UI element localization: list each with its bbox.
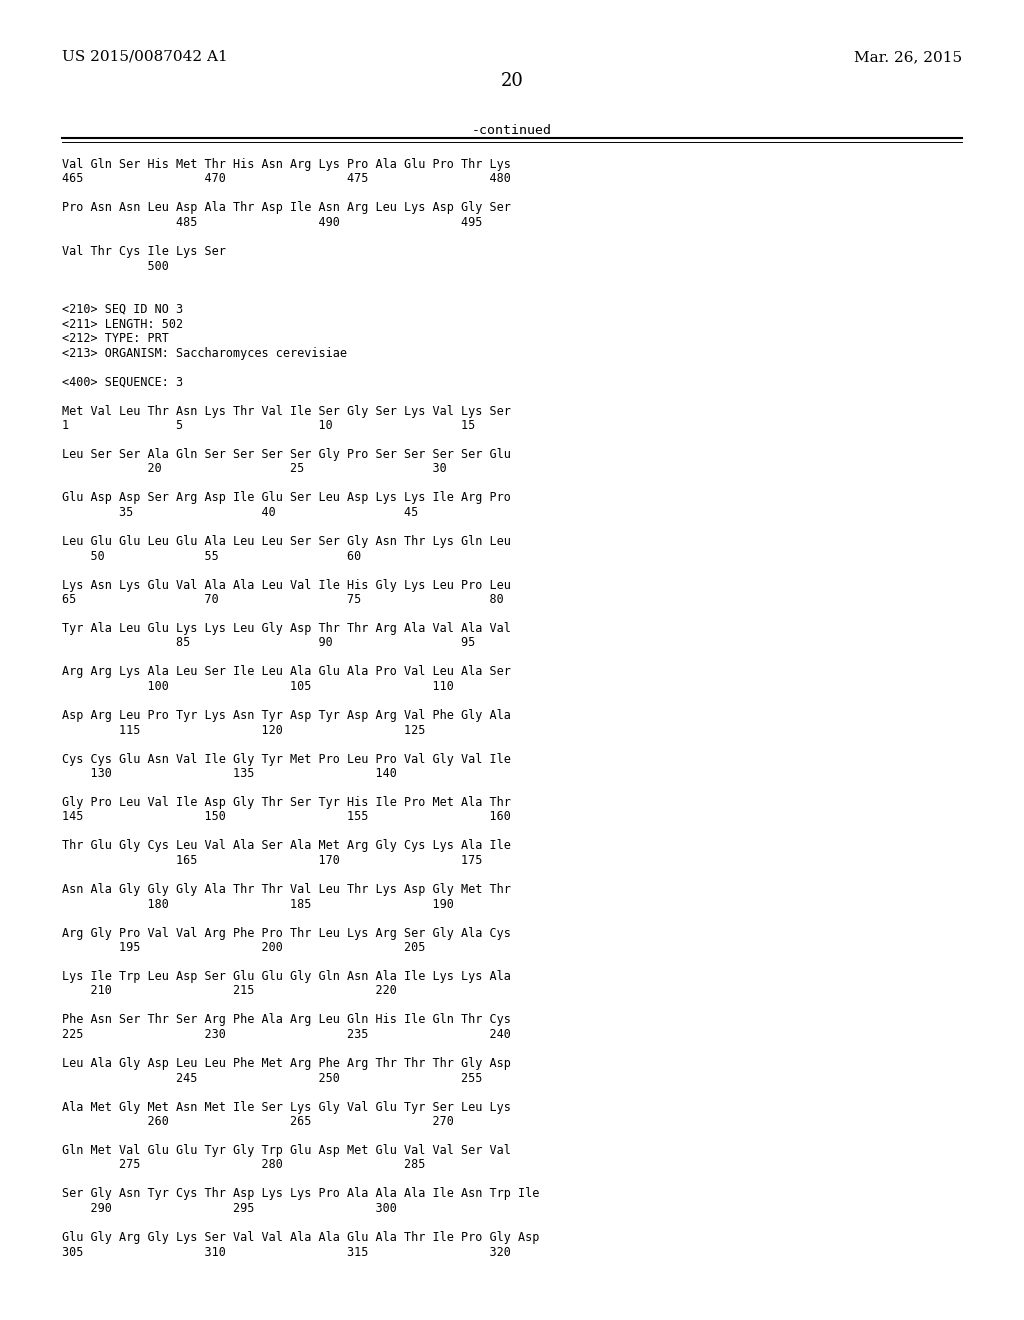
Text: Leu Ala Gly Asp Leu Leu Phe Met Arg Phe Arg Thr Thr Thr Gly Asp: Leu Ala Gly Asp Leu Leu Phe Met Arg Phe … bbox=[62, 1057, 511, 1071]
Text: Cys Cys Glu Asn Val Ile Gly Tyr Met Pro Leu Pro Val Gly Val Ile: Cys Cys Glu Asn Val Ile Gly Tyr Met Pro … bbox=[62, 752, 511, 766]
Text: 210                 215                 220: 210 215 220 bbox=[62, 985, 397, 998]
Text: Lys Ile Trp Leu Asp Ser Glu Glu Gly Gln Asn Ala Ile Lys Lys Ala: Lys Ile Trp Leu Asp Ser Glu Glu Gly Gln … bbox=[62, 970, 511, 983]
Text: <400> SEQUENCE: 3: <400> SEQUENCE: 3 bbox=[62, 375, 183, 388]
Text: 65                  70                  75                  80: 65 70 75 80 bbox=[62, 593, 504, 606]
Text: 130                 135                 140: 130 135 140 bbox=[62, 767, 397, 780]
Text: 275                 280                 285: 275 280 285 bbox=[62, 1159, 425, 1172]
Text: Pro Asn Asn Leu Asp Ala Thr Asp Ile Asn Arg Leu Lys Asp Gly Ser: Pro Asn Asn Leu Asp Ala Thr Asp Ile Asn … bbox=[62, 202, 511, 214]
Text: Met Val Leu Thr Asn Lys Thr Val Ile Ser Gly Ser Lys Val Lys Ser: Met Val Leu Thr Asn Lys Thr Val Ile Ser … bbox=[62, 404, 511, 417]
Text: 225                 230                 235                 240: 225 230 235 240 bbox=[62, 1028, 511, 1041]
Text: 1               5                   10                  15: 1 5 10 15 bbox=[62, 418, 475, 432]
Text: Lys Asn Lys Glu Val Ala Ala Leu Val Ile His Gly Lys Leu Pro Leu: Lys Asn Lys Glu Val Ala Ala Leu Val Ile … bbox=[62, 578, 511, 591]
Text: 180                 185                 190: 180 185 190 bbox=[62, 898, 454, 911]
Text: Asn Ala Gly Gly Gly Ala Thr Thr Val Leu Thr Lys Asp Gly Met Thr: Asn Ala Gly Gly Gly Ala Thr Thr Val Leu … bbox=[62, 883, 511, 896]
Text: US 2015/0087042 A1: US 2015/0087042 A1 bbox=[62, 50, 227, 63]
Text: Gly Pro Leu Val Ile Asp Gly Thr Ser Tyr His Ile Pro Met Ala Thr: Gly Pro Leu Val Ile Asp Gly Thr Ser Tyr … bbox=[62, 796, 511, 809]
Text: Arg Arg Lys Ala Leu Ser Ile Leu Ala Glu Ala Pro Val Leu Ala Ser: Arg Arg Lys Ala Leu Ser Ile Leu Ala Glu … bbox=[62, 665, 511, 678]
Text: 145                 150                 155                 160: 145 150 155 160 bbox=[62, 810, 511, 824]
Text: 100                 105                 110: 100 105 110 bbox=[62, 680, 454, 693]
Text: Glu Asp Asp Ser Arg Asp Ile Glu Ser Leu Asp Lys Lys Ile Arg Pro: Glu Asp Asp Ser Arg Asp Ile Glu Ser Leu … bbox=[62, 491, 511, 504]
Text: Val Thr Cys Ile Lys Ser: Val Thr Cys Ile Lys Ser bbox=[62, 246, 226, 257]
Text: Ser Gly Asn Tyr Cys Thr Asp Lys Lys Pro Ala Ala Ala Ile Asn Trp Ile: Ser Gly Asn Tyr Cys Thr Asp Lys Lys Pro … bbox=[62, 1188, 540, 1200]
Text: <211> LENGTH: 502: <211> LENGTH: 502 bbox=[62, 318, 183, 330]
Text: Ala Met Gly Met Asn Met Ile Ser Lys Gly Val Glu Tyr Ser Leu Lys: Ala Met Gly Met Asn Met Ile Ser Lys Gly … bbox=[62, 1101, 511, 1114]
Text: Mar. 26, 2015: Mar. 26, 2015 bbox=[854, 50, 962, 63]
Text: 245                 250                 255: 245 250 255 bbox=[62, 1072, 482, 1085]
Text: Thr Glu Gly Cys Leu Val Ala Ser Ala Met Arg Gly Cys Lys Ala Ile: Thr Glu Gly Cys Leu Val Ala Ser Ala Met … bbox=[62, 840, 511, 853]
Text: 20                  25                  30: 20 25 30 bbox=[62, 462, 446, 475]
Text: Phe Asn Ser Thr Ser Arg Phe Ala Arg Leu Gln His Ile Gln Thr Cys: Phe Asn Ser Thr Ser Arg Phe Ala Arg Leu … bbox=[62, 1014, 511, 1027]
Text: 465                 470                 475                 480: 465 470 475 480 bbox=[62, 173, 511, 186]
Text: <210> SEQ ID NO 3: <210> SEQ ID NO 3 bbox=[62, 304, 183, 315]
Text: 165                 170                 175: 165 170 175 bbox=[62, 854, 482, 867]
Text: 115                 120                 125: 115 120 125 bbox=[62, 723, 425, 737]
Text: 485                 490                 495: 485 490 495 bbox=[62, 216, 482, 228]
Text: -continued: -continued bbox=[472, 124, 552, 137]
Text: 20: 20 bbox=[501, 73, 523, 90]
Text: Glu Gly Arg Gly Lys Ser Val Val Ala Ala Glu Ala Thr Ile Pro Gly Asp: Glu Gly Arg Gly Lys Ser Val Val Ala Ala … bbox=[62, 1232, 540, 1243]
Text: 195                 200                 205: 195 200 205 bbox=[62, 941, 425, 954]
Text: Gln Met Val Glu Glu Tyr Gly Trp Glu Asp Met Glu Val Val Ser Val: Gln Met Val Glu Glu Tyr Gly Trp Glu Asp … bbox=[62, 1144, 511, 1158]
Text: Leu Glu Glu Leu Glu Ala Leu Leu Ser Ser Gly Asn Thr Lys Gln Leu: Leu Glu Glu Leu Glu Ala Leu Leu Ser Ser … bbox=[62, 535, 511, 548]
Text: 50              55                  60: 50 55 60 bbox=[62, 549, 361, 562]
Text: <213> ORGANISM: Saccharomyces cerevisiae: <213> ORGANISM: Saccharomyces cerevisiae bbox=[62, 346, 347, 359]
Text: <212> TYPE: PRT: <212> TYPE: PRT bbox=[62, 333, 169, 345]
Text: Leu Ser Ser Ala Gln Ser Ser Ser Ser Gly Pro Ser Ser Ser Ser Glu: Leu Ser Ser Ala Gln Ser Ser Ser Ser Gly … bbox=[62, 447, 511, 461]
Text: 35                  40                  45: 35 40 45 bbox=[62, 506, 418, 519]
Text: Asp Arg Leu Pro Tyr Lys Asn Tyr Asp Tyr Asp Arg Val Phe Gly Ala: Asp Arg Leu Pro Tyr Lys Asn Tyr Asp Tyr … bbox=[62, 709, 511, 722]
Text: 85                  90                  95: 85 90 95 bbox=[62, 636, 475, 649]
Text: 305                 310                 315                 320: 305 310 315 320 bbox=[62, 1246, 511, 1258]
Text: 290                 295                 300: 290 295 300 bbox=[62, 1203, 397, 1214]
Text: Tyr Ala Leu Glu Lys Lys Leu Gly Asp Thr Thr Arg Ala Val Ala Val: Tyr Ala Leu Glu Lys Lys Leu Gly Asp Thr … bbox=[62, 622, 511, 635]
Text: 260                 265                 270: 260 265 270 bbox=[62, 1115, 454, 1129]
Text: 500: 500 bbox=[62, 260, 169, 272]
Text: Val Gln Ser His Met Thr His Asn Arg Lys Pro Ala Glu Pro Thr Lys: Val Gln Ser His Met Thr His Asn Arg Lys … bbox=[62, 158, 511, 172]
Text: Arg Gly Pro Val Val Arg Phe Pro Thr Leu Lys Arg Ser Gly Ala Cys: Arg Gly Pro Val Val Arg Phe Pro Thr Leu … bbox=[62, 927, 511, 940]
